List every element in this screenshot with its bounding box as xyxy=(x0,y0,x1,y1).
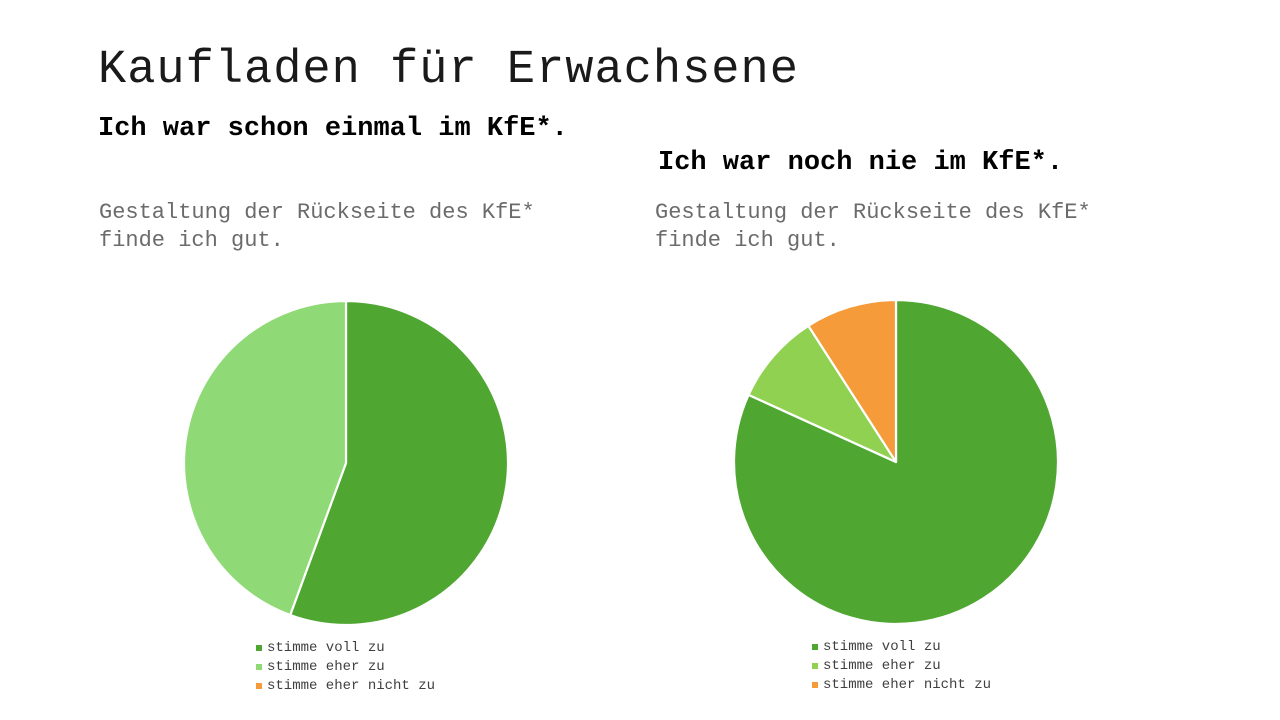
legend-swatch xyxy=(812,681,818,688)
legend-label: stimme voll zu xyxy=(267,639,385,656)
legend-item: stimme voll zu xyxy=(812,637,991,656)
question-never-visited: Gestaltung der Rückseite des KfE* finde … xyxy=(655,200,1091,253)
question-visited: Gestaltung der Rückseite des KfE* finde … xyxy=(99,200,535,253)
pie-slice-stimme-voll-zu xyxy=(289,299,510,627)
legend-swatch xyxy=(812,662,818,669)
pie-slice-stimme-eher-nicht-zu xyxy=(807,298,898,464)
pie-chart-never-visited xyxy=(732,298,1060,626)
legend-label: stimme voll zu xyxy=(823,638,941,655)
legend-never-visited: stimme voll zu stimme eher zu stimme eher … xyxy=(812,637,991,694)
pie-slice-stimme-eher-zu xyxy=(747,324,898,464)
legend-label: stimme eher zu xyxy=(267,658,385,675)
slide-title: Kaufladen für Erwachsene xyxy=(98,44,799,97)
legend-label: stimme eher nicht zu xyxy=(823,676,992,693)
legend-swatch xyxy=(812,643,818,650)
pie-chart-visited xyxy=(182,299,510,627)
legend-visited: stimme voll zu stimme eher zu stimme eher … xyxy=(256,638,435,695)
legend-item: stimme eher nicht zu xyxy=(256,676,435,695)
legend-item: stimme eher zu xyxy=(812,656,991,675)
group-heading-never-visited: Ich war noch nie im KfE*. xyxy=(658,148,1064,178)
legend-label: stimme eher nicht zu xyxy=(267,677,436,694)
legend-item: stimme voll zu xyxy=(256,638,435,657)
legend-swatch xyxy=(256,644,262,651)
group-heading-visited: Ich war schon einmal im KfE*. xyxy=(98,114,568,144)
legend-item: stimme eher zu xyxy=(256,657,435,676)
legend-swatch xyxy=(256,682,262,689)
legend-swatch xyxy=(256,663,262,670)
pie-slice-stimme-eher-zu xyxy=(182,299,348,617)
legend-item: stimme eher nicht zu xyxy=(812,675,991,694)
legend-label: stimme eher zu xyxy=(823,657,941,674)
